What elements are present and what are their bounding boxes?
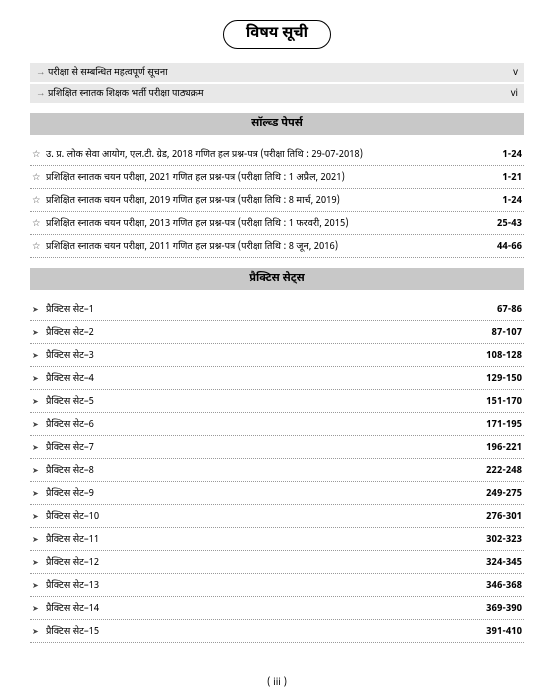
toc-pages: 276-301	[478, 510, 522, 523]
bullet-icon	[32, 625, 46, 638]
bullet-icon	[32, 303, 46, 316]
arrow-icon	[36, 66, 48, 79]
toc-pages: 324-345	[478, 556, 522, 569]
intro-row: प्रशिक्षित स्नातक शिक्षक भर्ती परीक्षा प…	[30, 84, 524, 103]
page-number: ( iii )	[0, 677, 554, 690]
toc-row: प्रैक्टिस सेट–14369-390	[30, 597, 524, 620]
bullet-icon	[32, 349, 46, 362]
bullet-icon	[32, 217, 46, 230]
bullet-icon	[32, 441, 46, 454]
toc-pages: 25-43	[489, 217, 522, 230]
intro-label: परीक्षा से सम्बन्धित महत्वपूर्ण सूचना	[36, 66, 168, 79]
toc-pages: 369-390	[478, 602, 522, 615]
toc-pages: 129-150	[478, 372, 522, 385]
toc-pages: 44-66	[489, 240, 522, 253]
toc-label: प्रैक्टिस सेट–5	[46, 395, 478, 408]
toc-pages: 249-275	[478, 487, 522, 500]
bullet-icon	[32, 171, 46, 184]
toc-row: प्रशिक्षित स्नातक चयन परीक्षा, 2013 गणित…	[30, 212, 524, 235]
bullet-icon	[32, 372, 46, 385]
toc-row: प्रैक्टिस सेट–7196-221	[30, 436, 524, 459]
bullet-icon	[32, 487, 46, 500]
toc-label: प्रैक्टिस सेट–8	[46, 464, 478, 477]
page-title-wrap: विषय सूची	[30, 20, 524, 49]
toc-pages: 1-24	[494, 194, 522, 207]
toc-row: प्रैक्टिस सेट–15391-410	[30, 620, 524, 643]
toc-label: प्रैक्टिस सेट–15	[46, 625, 478, 638]
toc-pages: 67-86	[489, 303, 522, 316]
toc-pages: 1-24	[494, 148, 522, 161]
toc-label: प्रैक्टिस सेट–14	[46, 602, 478, 615]
toc-label: प्रैक्टिस सेट–12	[46, 556, 478, 569]
toc-label: प्रशिक्षित स्नातक चयन परीक्षा, 2013 गणित…	[46, 217, 489, 230]
toc-row: प्रशिक्षित स्नातक चयन परीक्षा, 2021 गणित…	[30, 166, 524, 189]
section-header: प्रैक्टिस सेट्स	[30, 268, 524, 290]
bullet-icon	[32, 326, 46, 339]
intro-pages: vi	[511, 87, 518, 100]
toc-row: प्रैक्टिस सेट–4129-150	[30, 367, 524, 390]
bullet-icon	[32, 556, 46, 569]
page-title: विषय सूची	[223, 20, 331, 49]
toc-label: प्रैक्टिस सेट–9	[46, 487, 478, 500]
toc-row: प्रैक्टिस सेट–5151-170	[30, 390, 524, 413]
toc-row: प्रैक्टिस सेट–11302-323	[30, 528, 524, 551]
toc-label: प्रैक्टिस सेट–4	[46, 372, 478, 385]
section-header: सॉल्व्ड पेपर्स	[30, 113, 524, 135]
arrow-icon	[36, 87, 48, 100]
toc-pages: 151-170	[478, 395, 522, 408]
toc-row: प्रैक्टिस सेट–287-107	[30, 321, 524, 344]
intro-list: परीक्षा से सम्बन्धित महत्वपूर्ण सूचना v प्…	[30, 63, 524, 103]
intro-pages: v	[513, 66, 518, 79]
toc-label: प्रशिक्षित स्नातक चयन परीक्षा, 2011 गणित…	[46, 240, 489, 253]
toc-label: प्रैक्टिस सेट–7	[46, 441, 478, 454]
toc-label: प्रशिक्षित स्नातक चयन परीक्षा, 2021 गणित…	[46, 171, 494, 184]
toc-row: प्रैक्टिस सेट–3108-128	[30, 344, 524, 367]
toc-row: प्रैक्टिस सेट–9249-275	[30, 482, 524, 505]
bullet-icon	[32, 148, 46, 161]
intro-label: प्रशिक्षित स्नातक शिक्षक भर्ती परीक्षा प…	[36, 87, 204, 100]
bullet-icon	[32, 510, 46, 523]
bullet-icon	[32, 602, 46, 615]
intro-text: प्रशिक्षित स्नातक शिक्षक भर्ती परीक्षा प…	[48, 87, 204, 100]
intro-text: परीक्षा से सम्बन्धित महत्वपूर्ण सूचना	[48, 66, 168, 79]
toc-row: प्रैक्टिस सेट–6171-195	[30, 413, 524, 436]
bullet-icon	[32, 464, 46, 477]
bullet-icon	[32, 579, 46, 592]
toc-label: प्रैक्टिस सेट–10	[46, 510, 478, 523]
toc-pages: 391-410	[478, 625, 522, 638]
bullet-icon	[32, 194, 46, 207]
toc-label: उ. प्र. लोक सेवा आयोग, एल.टी. ग्रेड, 201…	[46, 148, 494, 161]
bullet-icon	[32, 533, 46, 546]
toc-pages: 1-21	[494, 171, 522, 184]
toc-label: प्रैक्टिस सेट–13	[46, 579, 478, 592]
toc-row: प्रैक्टिस सेट–12324-345	[30, 551, 524, 574]
toc-label: प्रैक्टिस सेट–3	[46, 349, 478, 362]
toc-pages: 346-368	[478, 579, 522, 592]
toc-label: प्रैक्टिस सेट–2	[46, 326, 484, 339]
toc-label: प्रशिक्षित स्नातक चयन परीक्षा, 2019 गणित…	[46, 194, 494, 207]
toc-pages: 87-107	[484, 326, 522, 339]
toc-pages: 108-128	[478, 349, 522, 362]
sections-container: सॉल्व्ड पेपर्स उ. प्र. लोक सेवा आयोग, एल.…	[30, 113, 524, 643]
toc-label: प्रैक्टिस सेट–1	[46, 303, 489, 316]
toc-row: प्रैक्टिस सेट–167-86	[30, 298, 524, 321]
toc-label: प्रैक्टिस सेट–11	[46, 533, 478, 546]
toc-pages: 222-248	[478, 464, 522, 477]
bullet-icon	[32, 418, 46, 431]
toc-row: प्रैक्टिस सेट–8222-248	[30, 459, 524, 482]
bullet-icon	[32, 395, 46, 408]
toc-row: प्रैक्टिस सेट–13346-368	[30, 574, 524, 597]
bullet-icon	[32, 240, 46, 253]
toc-row: उ. प्र. लोक सेवा आयोग, एल.टी. ग्रेड, 201…	[30, 143, 524, 166]
intro-row: परीक्षा से सम्बन्धित महत्वपूर्ण सूचना v	[30, 63, 524, 82]
toc-pages: 171-195	[478, 418, 522, 431]
toc-label: प्रैक्टिस सेट–6	[46, 418, 478, 431]
toc-row: प्रैक्टिस सेट–10276-301	[30, 505, 524, 528]
toc-row: प्रशिक्षित स्नातक चयन परीक्षा, 2019 गणित…	[30, 189, 524, 212]
toc-pages: 302-323	[478, 533, 522, 546]
toc-pages: 196-221	[478, 441, 522, 454]
toc-row: प्रशिक्षित स्नातक चयन परीक्षा, 2011 गणित…	[30, 235, 524, 258]
